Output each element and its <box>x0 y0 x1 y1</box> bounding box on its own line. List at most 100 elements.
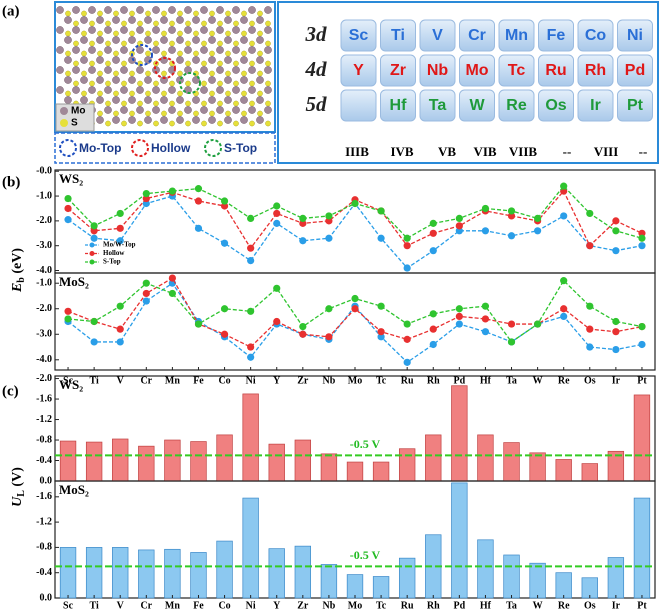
bar <box>503 442 520 482</box>
data-point <box>116 209 124 218</box>
data-point <box>142 279 150 287</box>
atom <box>217 60 223 67</box>
atom <box>265 100 271 107</box>
element-cell <box>340 19 377 52</box>
site-legend-frame <box>54 132 276 164</box>
data-point <box>586 325 594 333</box>
atom <box>248 106 256 114</box>
atom <box>64 96 72 104</box>
atom <box>265 120 271 127</box>
element-symbol: Ti <box>391 27 405 44</box>
data-point <box>194 197 203 205</box>
atom <box>257 110 263 117</box>
atom <box>201 60 207 67</box>
atom <box>168 86 176 94</box>
atom <box>64 16 72 24</box>
atom <box>160 36 168 44</box>
bar <box>216 434 233 482</box>
atom <box>224 36 232 44</box>
atom <box>249 60 255 67</box>
atom <box>256 96 264 104</box>
data-point <box>403 234 411 242</box>
atom <box>185 40 191 47</box>
data-point <box>534 214 542 222</box>
atom <box>177 10 183 17</box>
data-point <box>481 204 490 213</box>
x-tick-label: Zr <box>297 375 309 386</box>
atom <box>161 70 167 77</box>
atom <box>200 66 208 74</box>
y-tick-label: -1.6 <box>36 393 52 404</box>
data-point <box>638 229 646 237</box>
x-tick-label: Nb <box>323 600 336 611</box>
atom <box>144 36 152 44</box>
atom <box>104 6 112 14</box>
atom <box>137 20 143 27</box>
bar <box>268 443 285 482</box>
x-tick-label: Mn <box>165 375 180 386</box>
atom <box>200 106 208 114</box>
atom <box>184 26 192 34</box>
data-point <box>116 338 124 346</box>
data-point <box>247 244 255 252</box>
y-tick-label: -0.0 <box>36 166 52 177</box>
data-point <box>168 187 176 195</box>
data-point <box>325 212 333 220</box>
element-cell <box>498 19 535 52</box>
row-label: 4d <box>305 57 328 81</box>
atom <box>112 56 120 64</box>
data-point <box>429 247 437 255</box>
site-label: Hollow <box>151 141 191 155</box>
subplot-title: MoS₂ <box>59 482 89 497</box>
data-point <box>455 312 463 320</box>
data-point <box>507 320 516 328</box>
legend-marker <box>89 251 95 256</box>
data-point <box>455 305 463 313</box>
element-symbol: Tc <box>508 62 526 79</box>
x-tick-label: Zr <box>297 600 309 611</box>
atom <box>241 50 247 57</box>
atom <box>248 26 256 34</box>
atom <box>161 90 167 97</box>
data-point <box>481 315 490 323</box>
atom <box>232 106 240 114</box>
data-point <box>220 330 229 338</box>
atom <box>105 80 111 87</box>
atom <box>200 46 208 54</box>
bar <box>112 547 129 599</box>
site-label: Mo-Top <box>79 141 121 155</box>
data-point <box>377 328 385 336</box>
atom <box>65 30 71 37</box>
data-point <box>220 305 229 313</box>
bar <box>607 557 625 599</box>
data-point <box>220 239 229 247</box>
atom <box>257 50 263 57</box>
data-point <box>273 219 281 227</box>
atom <box>97 110 103 117</box>
atom <box>216 6 224 14</box>
atom <box>177 110 183 117</box>
atom <box>248 86 256 94</box>
atom <box>56 46 64 54</box>
atom <box>185 80 191 87</box>
data-point <box>142 189 150 198</box>
atom <box>208 116 216 124</box>
element-cell <box>538 54 574 87</box>
element-cell <box>459 54 495 87</box>
atom <box>96 36 104 44</box>
atom <box>88 66 96 74</box>
atom <box>200 86 208 94</box>
bar <box>555 459 572 482</box>
atom <box>104 46 112 54</box>
data-point <box>481 302 490 310</box>
data-point <box>64 204 72 213</box>
atom <box>192 116 200 124</box>
atom <box>144 116 152 124</box>
data-point <box>429 325 437 333</box>
data-point <box>612 217 620 225</box>
atom <box>257 70 263 77</box>
data-point <box>247 214 255 222</box>
data-point <box>142 199 150 208</box>
atom <box>169 100 175 107</box>
atom <box>113 50 119 57</box>
